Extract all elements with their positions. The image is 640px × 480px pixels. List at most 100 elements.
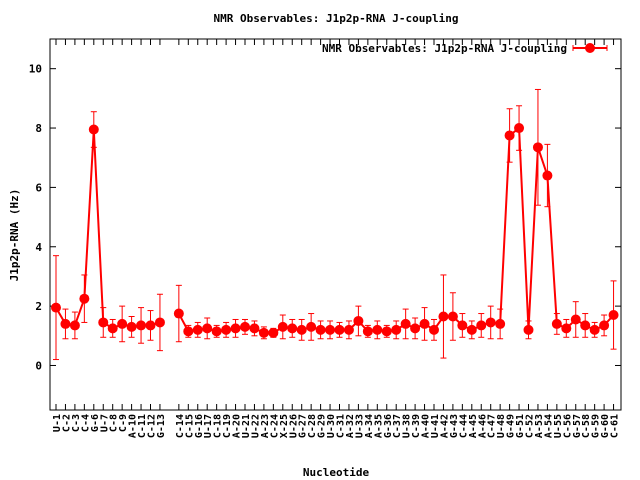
data-point xyxy=(268,327,279,338)
x-tick-label: C-37 xyxy=(392,414,403,438)
x-tick-label: C-4 xyxy=(80,414,91,432)
x-tick-label: C-47 xyxy=(487,414,498,438)
data-point xyxy=(211,326,222,337)
data-point xyxy=(221,324,232,335)
data-point xyxy=(353,315,364,326)
data-point xyxy=(447,311,458,322)
data-point xyxy=(79,293,90,304)
x-tick-label: G-60 xyxy=(600,414,611,438)
x-tick-label: A-10 xyxy=(128,414,139,438)
data-point xyxy=(608,310,619,321)
data-point xyxy=(532,142,543,153)
y-tick-label: 10 xyxy=(29,63,42,76)
data-point xyxy=(154,317,165,328)
data-point xyxy=(343,324,354,335)
x-tick-label: C-31 xyxy=(336,414,347,438)
y-tick-label: 6 xyxy=(35,181,42,194)
x-tick-label: X-25 xyxy=(279,414,290,438)
x-tick-label: U-30 xyxy=(326,414,337,438)
data-point xyxy=(173,308,184,319)
data-point xyxy=(325,324,336,335)
legend: NMR Observables: J1p2p-RNA J-coupling xyxy=(322,42,608,55)
data-point xyxy=(145,320,156,331)
x-tick-label: C-58 xyxy=(581,414,592,438)
plot-frame xyxy=(49,38,622,411)
data-point xyxy=(117,318,128,329)
x-tick-label: G-29 xyxy=(317,414,328,438)
x-tick-label: C-61 xyxy=(610,414,621,438)
x-tick-label: C-56 xyxy=(562,414,573,438)
x-tick-label: A-35 xyxy=(373,414,384,438)
data-point xyxy=(372,324,383,335)
data-point xyxy=(88,124,99,135)
data-point xyxy=(457,320,468,331)
x-tick-label: A-20 xyxy=(232,414,243,438)
x-tick-label: C-52 xyxy=(525,414,536,438)
x-tick-label: C-19 xyxy=(222,414,233,438)
series-line xyxy=(55,129,161,330)
data-point xyxy=(98,317,109,328)
data-point xyxy=(306,321,317,332)
x-tick-label: C-8 xyxy=(109,414,120,432)
data-point xyxy=(542,170,553,181)
x-tick-label: G-43 xyxy=(449,414,460,438)
x-tick-label: C-11 xyxy=(137,414,148,438)
chart-title: NMR Observables: J1p2p-RNA J-coupling xyxy=(213,12,458,25)
x-tick-label: A-42 xyxy=(439,414,450,438)
x-tick-label: G-13 xyxy=(156,414,167,438)
y-tick-label: 0 xyxy=(35,359,42,372)
x-tick-label: G-57 xyxy=(572,414,583,438)
data-point xyxy=(69,320,80,331)
data-point xyxy=(277,321,288,332)
x-tick-label: C-18 xyxy=(213,414,224,438)
legend-label: NMR Observables: J1p2p-RNA J-coupling xyxy=(322,42,567,55)
data-point xyxy=(476,320,487,331)
data-point xyxy=(362,326,373,337)
data-point xyxy=(240,321,250,332)
data-point xyxy=(438,311,449,322)
data-point xyxy=(391,324,402,335)
data-point xyxy=(296,324,307,335)
data-point xyxy=(136,320,147,331)
data-point xyxy=(400,318,411,329)
x-tick-label: U-41 xyxy=(430,414,441,438)
error-bars xyxy=(53,88,617,361)
x-tick-label: U-55 xyxy=(553,414,564,438)
x-tick-label: G-59 xyxy=(591,414,602,438)
data-point xyxy=(514,123,525,134)
data-point xyxy=(51,302,61,313)
data-point xyxy=(258,327,269,338)
x-tick-label: G-16 xyxy=(194,414,205,438)
x-tick-label: C-24 xyxy=(269,414,280,438)
x-tick-label: U-7 xyxy=(99,414,110,432)
x-tick-label: C-2 xyxy=(61,414,72,432)
legend-marker xyxy=(585,43,595,53)
x-tick-label: G-36 xyxy=(383,414,394,438)
data-point xyxy=(315,324,326,335)
data-point xyxy=(60,318,71,329)
x-tick-label: U-26 xyxy=(288,414,299,438)
data-point xyxy=(381,326,392,337)
x-tick-label: U-22 xyxy=(250,414,261,438)
x-tick-label: A-40 xyxy=(421,414,432,438)
x-tick-label: C-14 xyxy=(175,414,186,438)
x-tick-label: C-15 xyxy=(184,414,195,438)
x-tick-label: U-1 xyxy=(52,414,63,432)
data-point xyxy=(287,323,298,334)
data-point xyxy=(599,320,610,331)
markers xyxy=(51,123,619,338)
x-tick-label: U-38 xyxy=(402,414,413,438)
x-tick-label: C-28 xyxy=(307,414,318,438)
data-point xyxy=(485,317,496,328)
data-point xyxy=(202,323,213,334)
x-tick-label: A-45 xyxy=(468,414,479,438)
x-tick-label: A-34 xyxy=(364,414,375,438)
x-tick-label: A-32 xyxy=(345,414,356,438)
data-point xyxy=(495,318,506,329)
x-tick-label: A-53 xyxy=(534,414,545,438)
x-tick-label: G-6 xyxy=(90,414,101,432)
data-point xyxy=(551,318,562,329)
x-ticks: U-1C-2C-3C-4G-6U-7C-8C-9A-10C-11C-12G-13… xyxy=(52,39,621,438)
data-point xyxy=(580,320,591,331)
